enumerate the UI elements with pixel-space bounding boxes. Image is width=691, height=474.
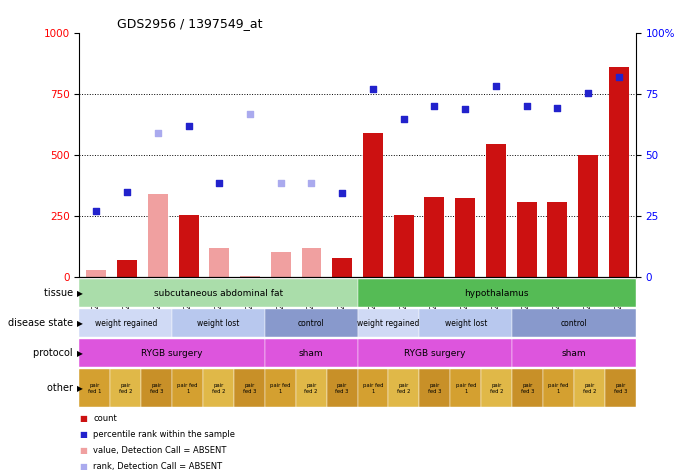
Point xyxy=(306,180,317,187)
Point xyxy=(552,104,563,111)
Text: ■: ■ xyxy=(79,430,87,439)
Text: pair
fed 2: pair fed 2 xyxy=(211,383,225,394)
Point xyxy=(583,89,594,97)
Text: pair
fed 3: pair fed 3 xyxy=(150,383,163,394)
Point xyxy=(398,115,409,122)
Text: pair
fed 3: pair fed 3 xyxy=(428,383,442,394)
Bar xyxy=(209,248,229,277)
Text: pair
fed 2: pair fed 2 xyxy=(305,383,318,394)
Text: control: control xyxy=(560,319,587,328)
Bar xyxy=(178,215,198,277)
Bar xyxy=(486,144,506,277)
Text: sham: sham xyxy=(299,349,323,358)
Bar xyxy=(332,258,352,277)
Text: ■: ■ xyxy=(79,446,87,455)
Text: protocol: protocol xyxy=(33,348,76,358)
Text: pair
fed 2: pair fed 2 xyxy=(397,383,410,394)
Text: pair
fed 1: pair fed 1 xyxy=(88,383,102,394)
Text: sham: sham xyxy=(562,349,586,358)
Text: other: other xyxy=(47,383,76,393)
Text: ■: ■ xyxy=(79,462,87,471)
Text: GDS2956 / 1397549_at: GDS2956 / 1397549_at xyxy=(117,17,263,29)
Bar xyxy=(240,276,260,277)
Bar xyxy=(547,201,567,277)
Point xyxy=(429,103,440,110)
Text: pair
fed 3: pair fed 3 xyxy=(243,383,256,394)
Text: ■: ■ xyxy=(79,414,87,423)
Text: ▶: ▶ xyxy=(77,319,84,328)
Text: weight lost: weight lost xyxy=(198,319,240,328)
Point xyxy=(183,122,194,130)
Point xyxy=(614,73,625,81)
Bar xyxy=(609,67,629,277)
Bar xyxy=(455,198,475,277)
Bar xyxy=(394,215,414,277)
Text: tissue: tissue xyxy=(44,288,76,298)
Point xyxy=(122,188,133,196)
Point xyxy=(214,180,225,187)
Bar xyxy=(517,201,537,277)
Text: percentile rank within the sample: percentile rank within the sample xyxy=(93,430,235,439)
Bar xyxy=(86,270,106,277)
Bar xyxy=(117,260,137,277)
Text: pair fed
1: pair fed 1 xyxy=(363,383,384,394)
Text: pair fed
1: pair fed 1 xyxy=(548,383,569,394)
Bar xyxy=(578,155,598,277)
Text: pair fed
1: pair fed 1 xyxy=(270,383,291,394)
Text: ▶: ▶ xyxy=(77,349,84,358)
Bar xyxy=(301,248,321,277)
Bar xyxy=(424,197,444,277)
Text: weight regained: weight regained xyxy=(95,319,157,328)
Point xyxy=(491,82,502,90)
Point xyxy=(245,110,256,118)
Text: count: count xyxy=(93,414,117,423)
Text: pair
fed 2: pair fed 2 xyxy=(490,383,504,394)
Point xyxy=(368,85,379,93)
Bar xyxy=(363,133,383,277)
Text: pair
fed 3: pair fed 3 xyxy=(521,383,534,394)
Text: value, Detection Call = ABSENT: value, Detection Call = ABSENT xyxy=(93,446,227,455)
Point xyxy=(152,129,163,137)
Text: pair fed
1: pair fed 1 xyxy=(455,383,476,394)
Bar xyxy=(148,194,168,277)
Text: hypothalamus: hypothalamus xyxy=(464,289,529,298)
Text: weight lost: weight lost xyxy=(444,319,487,328)
Point xyxy=(521,103,532,110)
Text: rank, Detection Call = ABSENT: rank, Detection Call = ABSENT xyxy=(93,462,223,471)
Point xyxy=(337,189,348,197)
Text: pair
fed 3: pair fed 3 xyxy=(335,383,349,394)
Text: RYGB surgery: RYGB surgery xyxy=(404,349,466,358)
Point xyxy=(460,105,471,113)
Text: weight regained: weight regained xyxy=(357,319,419,328)
Text: pair
fed 3: pair fed 3 xyxy=(614,383,627,394)
Text: pair fed
1: pair fed 1 xyxy=(178,383,198,394)
Text: control: control xyxy=(298,319,325,328)
Bar xyxy=(271,252,291,277)
Point xyxy=(91,208,102,215)
Text: pair
fed 2: pair fed 2 xyxy=(119,383,133,394)
Text: subcutaneous abdominal fat: subcutaneous abdominal fat xyxy=(154,289,283,298)
Text: RYGB surgery: RYGB surgery xyxy=(142,349,203,358)
Text: pair
fed 2: pair fed 2 xyxy=(583,383,596,394)
Text: ▶: ▶ xyxy=(77,289,84,298)
Point xyxy=(275,180,286,187)
Text: disease state: disease state xyxy=(8,318,76,328)
Text: ▶: ▶ xyxy=(77,384,84,393)
